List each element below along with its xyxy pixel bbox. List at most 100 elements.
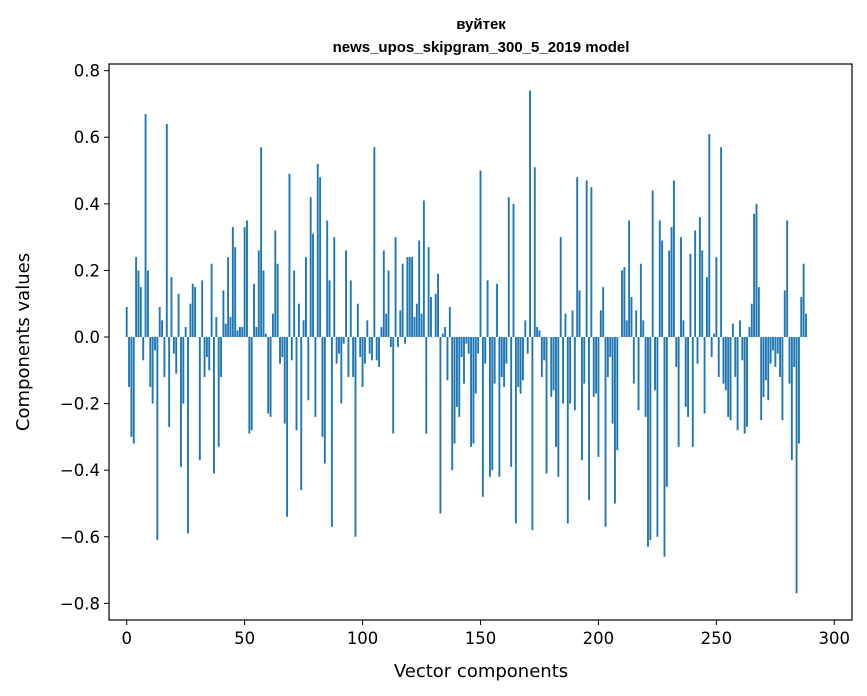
y-tick-label: −0.4 xyxy=(60,461,100,480)
bar xyxy=(328,280,331,338)
bar xyxy=(248,337,251,434)
bar xyxy=(208,337,211,371)
bar xyxy=(139,287,142,338)
bar xyxy=(536,327,539,338)
bar xyxy=(227,257,230,337)
bar xyxy=(739,320,741,338)
bar xyxy=(288,173,291,338)
bar xyxy=(279,337,281,364)
bar xyxy=(597,337,600,457)
bar xyxy=(453,337,456,444)
bar xyxy=(797,337,800,444)
bar xyxy=(566,337,569,524)
bar xyxy=(144,113,147,338)
bar xyxy=(696,337,699,364)
bar xyxy=(361,337,364,387)
bar xyxy=(694,230,697,338)
bar xyxy=(128,337,130,387)
y-tick-label: 0.6 xyxy=(74,128,100,147)
bar xyxy=(231,227,234,338)
bar xyxy=(224,323,227,338)
bar xyxy=(441,333,444,338)
bar xyxy=(519,337,522,394)
bar xyxy=(689,253,692,337)
bar xyxy=(156,337,159,541)
bar xyxy=(463,337,465,384)
bar xyxy=(559,237,562,338)
bar xyxy=(571,310,574,337)
x-tick-label: 0 xyxy=(121,629,132,648)
bar xyxy=(651,190,654,337)
x-tick-label: 300 xyxy=(819,629,851,648)
bar xyxy=(604,337,607,527)
bar xyxy=(276,263,279,338)
bar xyxy=(455,337,458,407)
bar xyxy=(500,337,503,377)
bar xyxy=(630,297,633,337)
bar xyxy=(250,337,253,431)
bar xyxy=(257,250,260,337)
bar xyxy=(340,337,343,404)
y-axis-label: Components values xyxy=(13,253,34,431)
bar xyxy=(672,180,675,338)
bar xyxy=(786,220,789,338)
bar xyxy=(477,337,480,354)
bar xyxy=(439,337,442,514)
bar xyxy=(479,170,482,338)
bar xyxy=(540,337,543,377)
bar xyxy=(649,337,652,541)
bar xyxy=(168,337,171,427)
bar xyxy=(158,307,161,337)
bar xyxy=(555,337,557,447)
bar xyxy=(408,257,411,337)
bar xyxy=(769,337,772,364)
bar xyxy=(595,337,598,394)
bar xyxy=(307,337,310,401)
bar xyxy=(526,337,529,354)
bar xyxy=(743,337,746,434)
bar xyxy=(198,337,201,461)
bar xyxy=(710,337,713,357)
bar xyxy=(635,310,638,337)
bar xyxy=(142,337,145,361)
bar xyxy=(314,337,317,417)
bar xyxy=(654,337,656,391)
bar xyxy=(658,220,661,338)
bar xyxy=(274,230,277,338)
bar xyxy=(705,277,708,338)
bar xyxy=(302,320,305,338)
bar xyxy=(189,303,192,337)
bar xyxy=(793,337,796,367)
bar xyxy=(354,337,357,537)
bar xyxy=(578,290,581,338)
plot-area-frame xyxy=(108,63,853,621)
bar xyxy=(783,290,786,338)
y-tick-label: 0.4 xyxy=(74,195,100,214)
bar xyxy=(187,337,189,534)
bar xyxy=(368,337,371,354)
bar xyxy=(385,313,388,338)
y-tick-label: 0.2 xyxy=(74,261,100,280)
y-tick-label: −0.2 xyxy=(60,395,100,414)
bar xyxy=(569,337,572,404)
chart-title: вуйтек xyxy=(456,16,506,33)
bar xyxy=(611,337,614,424)
bar xyxy=(722,337,725,384)
bar xyxy=(338,337,340,354)
bar xyxy=(132,337,135,444)
bar xyxy=(255,327,258,338)
bar xyxy=(217,337,220,447)
bar xyxy=(599,310,602,337)
bar xyxy=(154,337,156,351)
bar xyxy=(496,283,498,338)
bar xyxy=(418,240,421,338)
bar xyxy=(243,227,246,338)
bar xyxy=(557,337,560,477)
bar xyxy=(149,337,152,387)
y-axis-ticks: −0.8 −0.6 −0.4 −0.2 0.0 0.2 0.4 0.6 0.8 xyxy=(60,62,109,613)
y-tick-label: 0.0 xyxy=(74,328,100,347)
bar xyxy=(661,240,664,338)
bar xyxy=(543,337,546,361)
bar xyxy=(729,337,732,421)
bar xyxy=(538,330,541,338)
